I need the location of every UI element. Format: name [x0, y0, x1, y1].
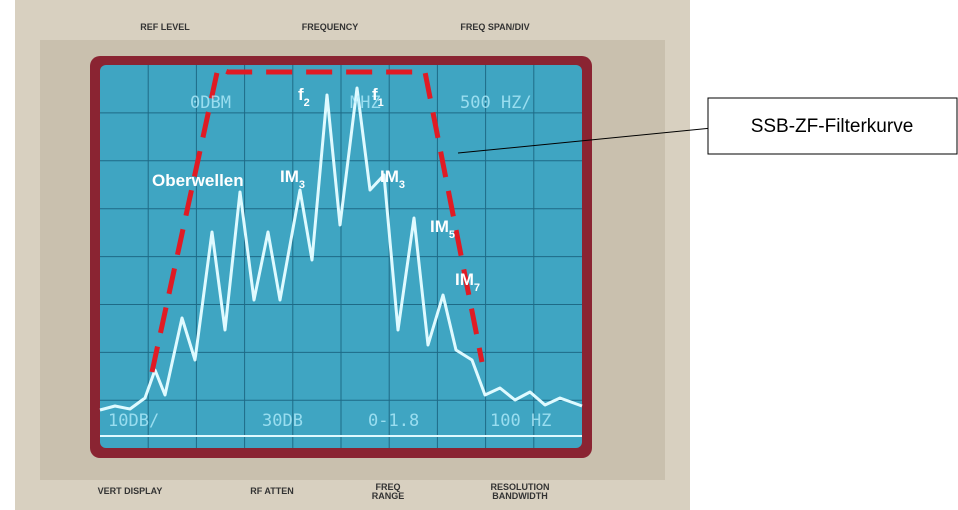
- annotation-subscript: 7: [474, 282, 480, 294]
- annotation-text: IM: [430, 217, 449, 236]
- panel-label: FREQUENCY: [302, 22, 359, 32]
- annotation-text: IM: [280, 167, 299, 186]
- annotation-subscript: 3: [299, 179, 305, 191]
- annotation-subscript: 3: [399, 179, 405, 191]
- callout-label: SSB-ZF-Filterkurve: [751, 116, 914, 137]
- annotation-text: Oberwellen: [152, 171, 244, 190]
- panel-label: VERT DISPLAY: [98, 486, 163, 496]
- screen-readout: 10DB/: [108, 411, 159, 431]
- screen-readout: 0-1.8: [368, 411, 419, 431]
- annotation-text: IM: [380, 167, 399, 186]
- annotation-subscript: 2: [304, 97, 310, 109]
- panel-label: RANGE: [372, 491, 405, 501]
- screen-readout: 0DBM: [190, 93, 231, 113]
- annotated-photo: SSB-ZF-Filterkurve REF LEVEL FREQUENCY FRE…: [0, 0, 958, 510]
- annotation-text: IM: [455, 270, 474, 289]
- screen-readout: 100 HZ: [490, 411, 551, 431]
- screen-readout: 30DB: [262, 411, 303, 431]
- panel-label: BANDWIDTH: [492, 491, 548, 501]
- panel-label: REF LEVEL: [140, 22, 190, 32]
- annotation-subscript: 1: [378, 97, 384, 109]
- screen-readout: 500 HZ/: [460, 93, 532, 113]
- panel-label: FREQ SPAN/DIV: [460, 22, 529, 32]
- panel-label: RF ATTEN: [250, 486, 294, 496]
- annotation: Oberwellen: [152, 171, 244, 190]
- annotation-subscript: 5: [449, 229, 455, 241]
